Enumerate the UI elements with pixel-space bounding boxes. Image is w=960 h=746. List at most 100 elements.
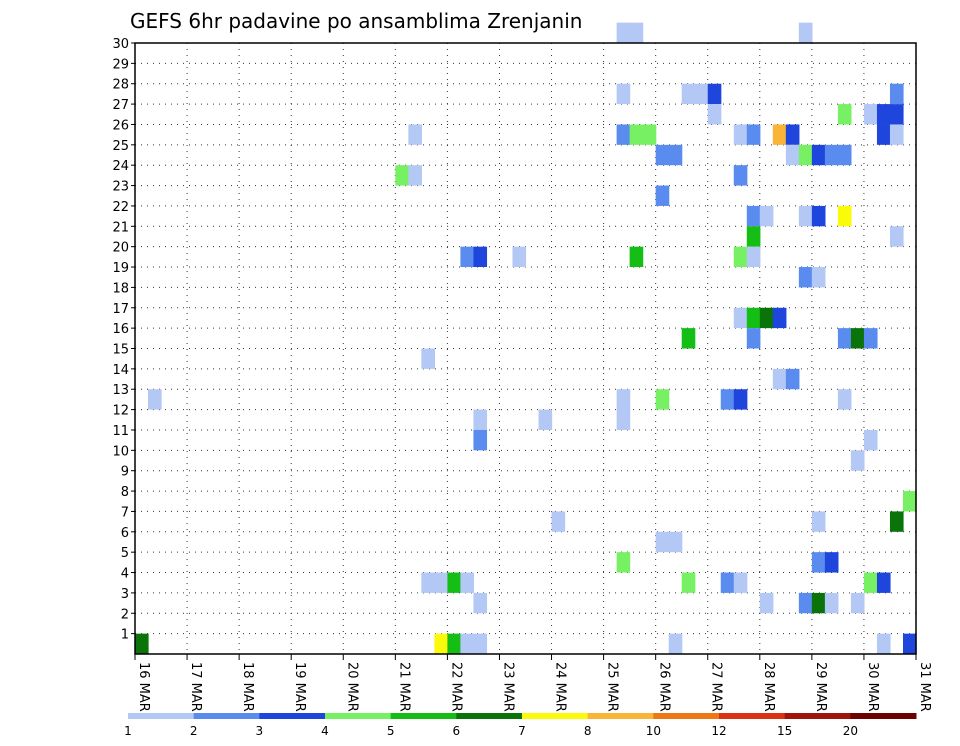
heatmap-cell xyxy=(616,552,631,573)
colorbar-label: 10 xyxy=(646,724,661,738)
y-tick-label: 26 xyxy=(112,118,129,133)
heatmap-cell xyxy=(655,389,670,410)
y-axis: 1234567891011121314151617181920212223242… xyxy=(112,37,135,643)
heatmap-cell xyxy=(863,429,878,451)
heatmap-cell xyxy=(837,205,852,227)
heatmap-cell xyxy=(746,226,761,247)
heatmap-cell xyxy=(616,409,631,430)
heatmap-cell xyxy=(850,592,865,614)
heatmap-cell xyxy=(811,144,826,166)
heatmap-cell xyxy=(746,205,761,227)
y-tick-label: 2 xyxy=(121,607,129,622)
colorbar-swatch xyxy=(522,713,589,719)
colorbar-swatch xyxy=(456,713,523,719)
heatmap-cell xyxy=(889,83,904,105)
heatmap-cell xyxy=(668,144,683,166)
heatmap-cell xyxy=(655,531,670,553)
heatmap-cell xyxy=(707,104,722,125)
heatmap-cell xyxy=(616,124,631,145)
y-tick-label: 3 xyxy=(121,587,129,602)
heatmap-cell xyxy=(733,246,748,268)
heatmap-cell xyxy=(616,389,631,410)
heatmap-cell xyxy=(889,226,904,247)
heatmap-cell xyxy=(759,592,774,614)
y-tick-label: 22 xyxy=(112,200,129,215)
heatmap-cell xyxy=(694,83,709,105)
y-tick-label: 15 xyxy=(112,343,129,358)
x-tick-label: 28 MAR xyxy=(761,662,776,712)
cell-layer xyxy=(135,22,917,654)
heatmap-cell xyxy=(876,104,891,125)
heatmap-cell xyxy=(642,124,657,145)
heatmap-cell xyxy=(473,429,488,451)
heatmap-cell xyxy=(408,165,422,186)
heatmap-cell xyxy=(876,633,891,654)
heatmap-cell xyxy=(746,246,761,268)
heatmap-cell xyxy=(902,491,917,512)
heatmap-cell xyxy=(811,552,826,573)
colorbar-swatch xyxy=(850,713,917,719)
colorbar-label: 8 xyxy=(584,724,592,738)
y-tick-label: 21 xyxy=(112,220,129,235)
y-tick-label: 12 xyxy=(112,404,129,419)
y-tick-label: 19 xyxy=(112,261,129,276)
heatmap-cell xyxy=(629,246,644,268)
heatmap-cell xyxy=(772,368,787,390)
heatmap-cell xyxy=(434,572,448,593)
heatmap-cell xyxy=(668,633,683,654)
heatmap-cell xyxy=(447,633,462,654)
colorbar-label: 5 xyxy=(387,724,395,738)
colorbar-swatch xyxy=(719,713,786,719)
heatmap-cell xyxy=(148,389,162,410)
heatmap-cell xyxy=(837,389,852,410)
x-tick-label: 16 MAR xyxy=(136,662,151,712)
heatmap-cell xyxy=(824,592,839,614)
heatmap-cell xyxy=(733,572,748,593)
heatmap-cell xyxy=(837,104,852,125)
heatmap-cell xyxy=(681,83,696,105)
colorbar-label: 3 xyxy=(256,724,264,738)
x-tick-label: 22 MAR xyxy=(448,662,463,712)
heatmap-cell xyxy=(811,592,826,614)
y-tick-label: 6 xyxy=(121,526,129,541)
colorbar-label: 12 xyxy=(711,724,726,738)
x-tick-label: 25 MAR xyxy=(605,662,620,712)
heatmap-cell xyxy=(876,572,891,593)
colorbar-label: 6 xyxy=(453,724,461,738)
heatmap-cell xyxy=(785,144,800,166)
colorbar-label: 20 xyxy=(843,724,858,738)
y-tick-label: 24 xyxy=(112,159,129,174)
colorbar-swatch xyxy=(193,713,260,719)
chart-title: GEFS 6hr padavine po ansamblima Zrenjani… xyxy=(130,9,582,33)
heatmap-cell xyxy=(863,328,878,349)
heatmap-cell xyxy=(798,144,813,166)
y-tick-label: 1 xyxy=(121,628,129,643)
y-tick-label: 5 xyxy=(121,546,129,561)
y-tick-label: 13 xyxy=(112,383,129,398)
heatmap-cell xyxy=(395,165,409,186)
heatmap-cell xyxy=(811,511,826,532)
y-tick-label: 4 xyxy=(121,567,129,582)
heatmap-cell xyxy=(421,572,435,593)
heatmap-cell xyxy=(434,633,448,654)
heatmap-cell xyxy=(616,22,631,43)
heatmap-cell xyxy=(785,124,800,145)
x-tick-label: 29 MAR xyxy=(813,662,828,712)
heatmap-cell xyxy=(447,572,462,593)
heatmap-cell xyxy=(668,531,683,553)
heatmap-cell xyxy=(538,409,553,430)
heatmap-cell xyxy=(811,267,826,288)
heatmap-cell xyxy=(733,389,748,410)
x-tick-label: 18 MAR xyxy=(240,662,255,712)
heatmap-cell xyxy=(798,267,813,288)
heatmap-cell xyxy=(746,124,761,145)
heatmap-cell xyxy=(759,307,774,329)
y-tick-label: 16 xyxy=(112,322,129,337)
heatmap-cell xyxy=(408,124,422,145)
heatmap-cell xyxy=(889,124,904,145)
y-tick-label: 29 xyxy=(112,57,129,72)
colorbar-label: 7 xyxy=(518,724,526,738)
heatmap-cell xyxy=(850,328,865,349)
